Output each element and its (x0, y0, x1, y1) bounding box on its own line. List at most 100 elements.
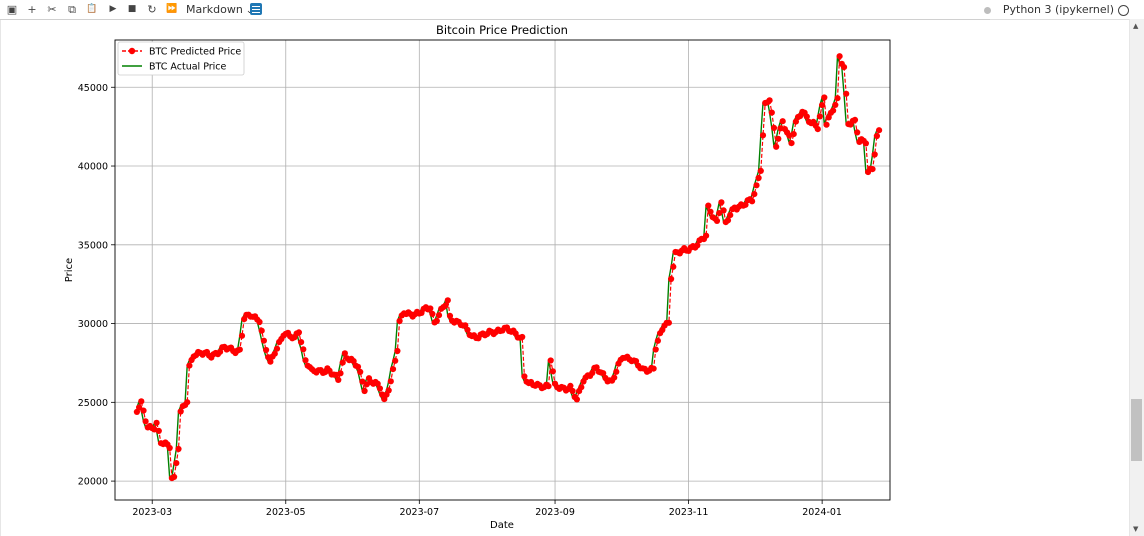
scrollbar[interactable]: ▲ ▼ (1129, 19, 1144, 536)
grid (115, 40, 890, 500)
predicted-point (668, 275, 675, 283)
predicted-point (871, 151, 878, 158)
predicted-point (757, 167, 764, 174)
predicted-point (138, 398, 145, 405)
kernel-idle-icon (1118, 4, 1129, 16)
y-tick-label: 25000 (78, 398, 108, 409)
run-all-icon[interactable]: ⏩ (166, 4, 178, 14)
cut-icon[interactable]: ✂ (47, 3, 57, 16)
format-icon[interactable] (250, 3, 262, 15)
predicted-point (843, 90, 850, 97)
predicted-point (873, 132, 881, 140)
x-axis-label: Date (490, 520, 514, 531)
predicted-point (429, 310, 436, 317)
x-tick-label: 2023-05 (266, 507, 306, 518)
predicted-point (751, 191, 758, 198)
predicted-point (547, 357, 554, 364)
predicted-point (271, 350, 278, 357)
predicted-point (446, 312, 454, 319)
predicted-point (832, 101, 839, 108)
kernel-status[interactable]: Python 3 (ipykernel) (983, 2, 1129, 17)
scroll-up-icon[interactable]: ▲ (1133, 22, 1139, 30)
predicted-point (819, 102, 826, 109)
predicted-point (350, 358, 357, 365)
predicted-point (354, 363, 362, 370)
predicted-point (295, 329, 302, 336)
predicted-point (836, 53, 843, 60)
save-icon[interactable]: ▣ (6, 3, 18, 16)
predicted-point (749, 198, 756, 205)
predicted-point (335, 376, 342, 383)
predicted-point (379, 391, 386, 398)
predicted-point (876, 127, 883, 134)
predicted-point (703, 232, 710, 239)
chevron-down-icon: ⌄ (246, 6, 254, 16)
kernel-settings-icon (983, 6, 991, 14)
predicted-point (755, 174, 762, 182)
legend-actual-label: BTC Actual Price (149, 62, 227, 73)
predicted-point (337, 370, 344, 377)
copy-icon[interactable]: ⧉ (68, 3, 76, 16)
predicted-point (389, 366, 397, 373)
predicted-point (814, 126, 821, 133)
predicted-point (862, 140, 870, 147)
predicted-point (834, 95, 841, 102)
restart-icon[interactable]: ↻ (147, 3, 157, 16)
predicted-point (816, 113, 824, 120)
scrollbar-thumb[interactable] (1131, 399, 1142, 461)
predicted-point (589, 369, 596, 376)
predicted-point (300, 346, 307, 353)
run-icon[interactable]: ▶ (109, 4, 117, 14)
y-axis-label: Price (64, 258, 75, 282)
predicted-point (753, 182, 760, 189)
predicted-point (727, 212, 734, 219)
kernel-name: Python 3 (ipykernel) (1002, 3, 1114, 16)
predicted-point (549, 368, 557, 375)
legend-predicted-label: BTC Predicted Price (149, 47, 241, 58)
predicted-point (521, 373, 528, 380)
predicted-point (392, 357, 399, 364)
predicted-point (600, 370, 607, 377)
predicted-point (175, 445, 182, 453)
x-tick-label: 2023-07 (399, 507, 439, 518)
predicted-price-line (136, 56, 880, 480)
predicted-point (357, 368, 364, 375)
predicted-point (394, 347, 401, 355)
predicted-point (171, 473, 178, 480)
predicted-point (840, 64, 848, 71)
y-tick-label: 40000 (78, 162, 108, 173)
predicted-point (821, 94, 828, 101)
predicted-point (759, 132, 767, 139)
paste-icon[interactable]: 📋 (86, 4, 98, 14)
add-cell-icon[interactable]: + (27, 3, 37, 16)
predicted-point (258, 327, 265, 334)
predicted-point (569, 387, 576, 395)
x-tick-label: 2023-11 (669, 507, 709, 518)
cell-border (0, 20, 1, 536)
predicted-point (217, 348, 224, 355)
predicted-point (142, 418, 149, 425)
predicted-point (694, 242, 701, 249)
legend-box (117, 41, 245, 76)
predicted-point (186, 362, 193, 369)
y-tick-label: 20000 (78, 477, 108, 488)
cell-type-select[interactable]: Markdown⌄ (186, 2, 253, 17)
predicted-point (611, 374, 618, 381)
predicted-point (854, 129, 861, 136)
plot-frame (114, 39, 891, 501)
stop-icon[interactable]: ■ (127, 4, 137, 14)
predicted-point (792, 118, 800, 125)
predicted-point (387, 378, 394, 385)
axis-ticks: 2023-03 2023-05 2023-07 2023-09 2023-11 2024-… (78, 83, 842, 518)
predicted-point (720, 207, 727, 214)
predicted-point (803, 113, 810, 120)
predicted-point (260, 337, 267, 344)
predicted-point (869, 166, 876, 173)
predicted-point (718, 199, 725, 206)
predicted-point (166, 444, 173, 452)
predicted-point (705, 202, 712, 209)
predicted-point (267, 358, 274, 365)
x-tick-label: 2023-03 (132, 507, 172, 518)
scroll-down-icon[interactable]: ▼ (1133, 525, 1139, 533)
predicted-point (263, 346, 270, 354)
